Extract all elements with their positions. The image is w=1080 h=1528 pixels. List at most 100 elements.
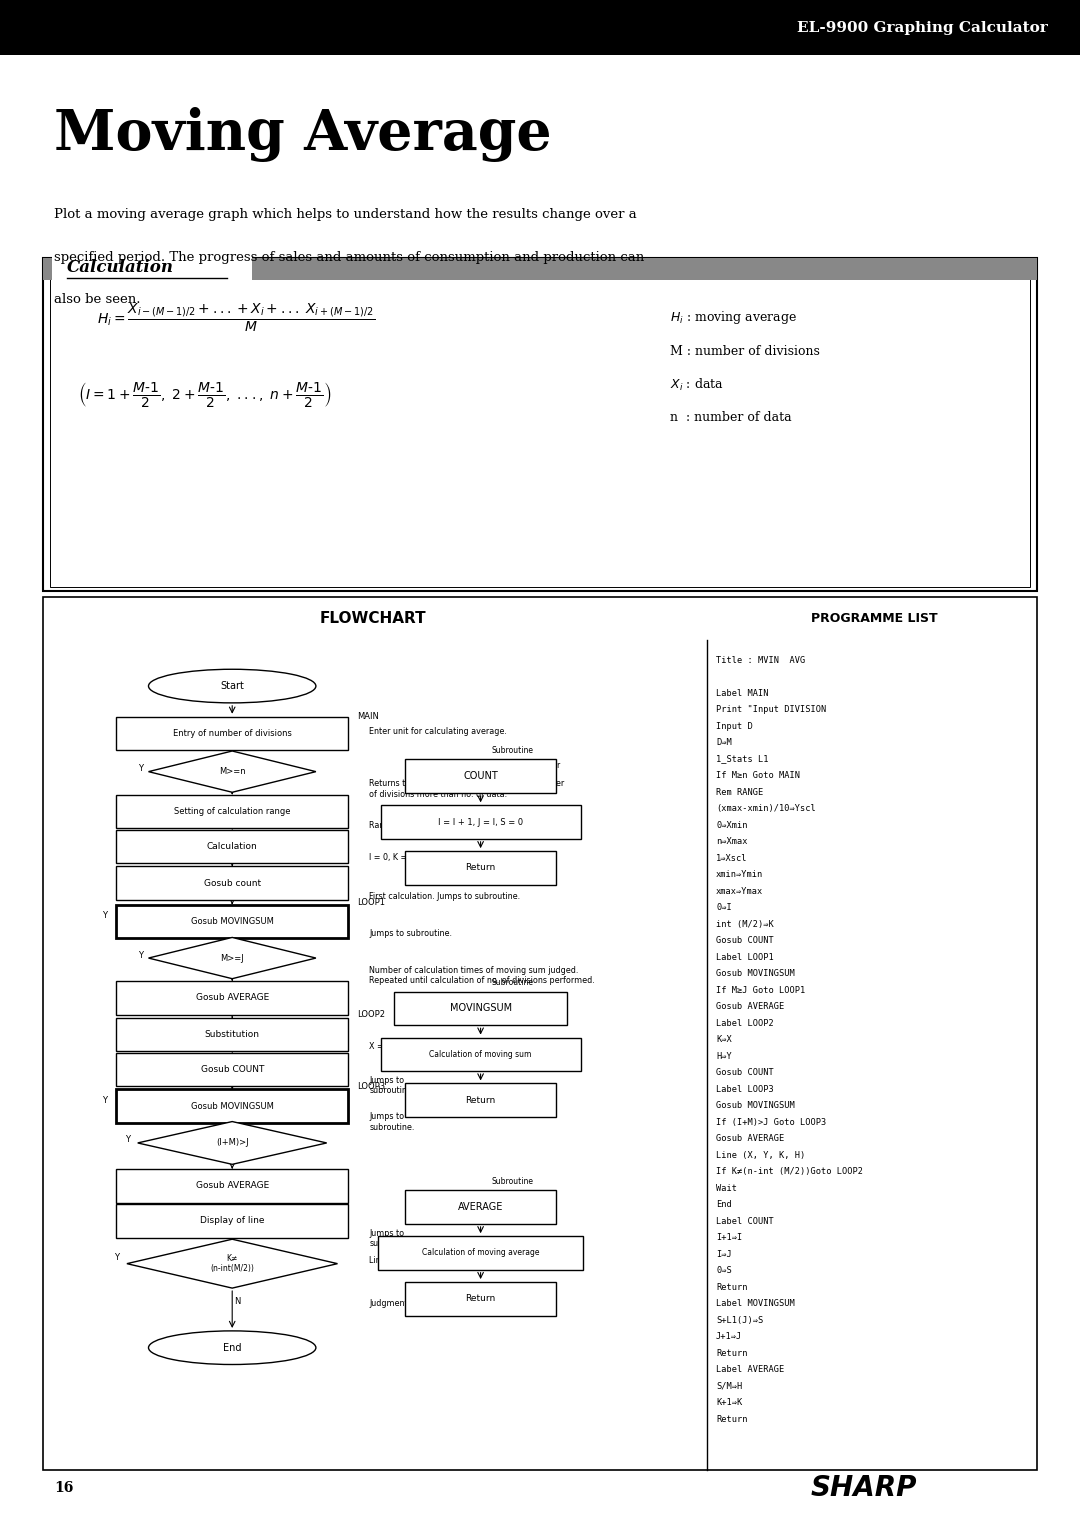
Text: LOOP2: LOOP2 [356, 1010, 384, 1019]
Text: Gosub MOVINGSUM: Gosub MOVINGSUM [716, 1102, 795, 1109]
FancyBboxPatch shape [405, 759, 556, 793]
Text: H⇒Y: H⇒Y [716, 1051, 732, 1060]
Text: Label LOOP3: Label LOOP3 [716, 1085, 773, 1094]
Text: $X_i$ : data: $X_i$ : data [670, 377, 724, 393]
Text: $H_i$ : moving average: $H_i$ : moving average [670, 309, 796, 327]
Text: K≠
(n-int(M/2)): K≠ (n-int(M/2)) [211, 1254, 254, 1273]
FancyBboxPatch shape [117, 905, 348, 938]
Text: n⇒Xmax: n⇒Xmax [716, 837, 747, 847]
FancyBboxPatch shape [713, 597, 1037, 640]
Text: LOOP1: LOOP1 [356, 898, 384, 908]
Text: J+1⇒J: J+1⇒J [716, 1332, 742, 1342]
FancyBboxPatch shape [405, 1083, 556, 1117]
Text: Enter unit for calculating average.: Enter unit for calculating average. [369, 727, 508, 736]
Text: Calculation of: Calculation of [491, 1192, 544, 1201]
Text: xmin⇒Ymin: xmin⇒Ymin [716, 869, 764, 879]
FancyBboxPatch shape [117, 795, 348, 828]
Text: 1_Stats L1: 1_Stats L1 [716, 755, 769, 764]
Polygon shape [138, 1122, 326, 1164]
Text: Substitution: Substitution [205, 1030, 259, 1039]
FancyBboxPatch shape [43, 597, 1037, 1470]
Text: Input D: Input D [716, 721, 753, 730]
Text: M>=J: M>=J [220, 953, 244, 963]
FancyBboxPatch shape [0, 0, 1080, 55]
Text: Entry of number of divisions: Entry of number of divisions [173, 729, 292, 738]
Text: SHARP: SHARP [811, 1475, 917, 1502]
FancyBboxPatch shape [117, 1018, 348, 1051]
FancyBboxPatch shape [117, 830, 348, 863]
Text: If K≠(n-int (M/2))Goto LOOP2: If K≠(n-int (M/2))Goto LOOP2 [716, 1167, 863, 1177]
Text: Label MAIN: Label MAIN [716, 689, 769, 697]
Text: Print "Input DIVISION: Print "Input DIVISION [716, 704, 826, 714]
Text: Gosub MOVINGSUM: Gosub MOVINGSUM [191, 1102, 273, 1111]
Text: Range for graph set.: Range for graph set. [369, 821, 453, 830]
Text: Subroutine: Subroutine [491, 746, 534, 755]
Text: Return: Return [716, 1282, 747, 1291]
Polygon shape [149, 938, 315, 979]
Text: Gosub COUNT: Gosub COUNT [201, 1065, 264, 1074]
Text: COUNT: COUNT [463, 772, 498, 781]
Text: Start: Start [220, 681, 244, 691]
Text: S+L1(J)⇒S: S+L1(J)⇒S [716, 1316, 764, 1325]
FancyBboxPatch shape [43, 597, 707, 640]
Text: Calculation of moving sum: Calculation of moving sum [430, 1050, 531, 1059]
Ellipse shape [149, 669, 315, 703]
FancyBboxPatch shape [117, 1089, 348, 1123]
Text: Y: Y [137, 764, 143, 773]
Text: I = I + 1, J = I, S = 0: I = I + 1, J = I, S = 0 [438, 817, 523, 827]
Text: Number of calculation times of moving sum judged.
Repeated until calculation of : Number of calculation times of moving su… [369, 966, 595, 986]
Text: (I+M)>J: (I+M)>J [216, 1138, 248, 1148]
Text: Calculation: Calculation [67, 258, 174, 277]
Text: Label MOVINGSUM: Label MOVINGSUM [716, 1299, 795, 1308]
Text: Y: Y [103, 911, 108, 920]
Text: Setting of calculation range: Setting of calculation range [174, 807, 291, 816]
Text: Label AVERAGE: Label AVERAGE [716, 1365, 784, 1374]
Text: Rem RANGE: Rem RANGE [716, 787, 764, 796]
FancyBboxPatch shape [117, 1204, 348, 1238]
Text: 0⇒Xmin: 0⇒Xmin [716, 821, 747, 830]
Text: FLOWCHART: FLOWCHART [320, 611, 426, 626]
FancyBboxPatch shape [405, 1282, 556, 1316]
Text: Setting of counter: Setting of counter [491, 761, 561, 770]
Text: Subroutine: Subroutine [491, 1177, 534, 1186]
Text: End: End [222, 1343, 242, 1352]
Text: Return: Return [465, 1294, 496, 1303]
Text: Gosub COUNT: Gosub COUNT [716, 1068, 773, 1077]
Text: D⇒M: D⇒M [716, 738, 732, 747]
Text: Calculation of: Calculation of [491, 993, 544, 1002]
Text: Return: Return [716, 1349, 747, 1357]
Text: N: N [234, 989, 241, 998]
Text: I+1⇒I: I+1⇒I [716, 1233, 742, 1242]
Text: Subroutine: Subroutine [491, 978, 534, 987]
Text: Line (X, Y, K, H): Line (X, Y, K, H) [716, 1151, 806, 1160]
Text: Gosub AVERAGE: Gosub AVERAGE [195, 993, 269, 1002]
Text: Display of line: Display of line [200, 1216, 265, 1225]
Text: K⇒X: K⇒X [716, 1034, 732, 1044]
Text: If M≥J Goto LOOP1: If M≥J Goto LOOP1 [716, 986, 806, 995]
Text: I⇒J: I⇒J [716, 1250, 732, 1259]
Text: MAIN: MAIN [356, 712, 379, 721]
Text: I = 0, K = int (M/2): I = 0, K = int (M/2) [369, 853, 444, 862]
Text: Moving Average: Moving Average [54, 107, 552, 162]
FancyBboxPatch shape [405, 1190, 556, 1224]
Text: N: N [234, 1174, 241, 1183]
Text: MOVINGSUM: MOVINGSUM [449, 1004, 512, 1013]
FancyBboxPatch shape [52, 249, 252, 289]
Text: also be seen.: also be seen. [54, 293, 140, 307]
Text: 1⇒Xscl: 1⇒Xscl [716, 854, 747, 862]
Text: X = K, Y = H: X = K, Y = H [369, 1042, 419, 1051]
FancyBboxPatch shape [381, 1038, 581, 1071]
Text: Gosub count: Gosub count [204, 879, 260, 888]
Text: Line displayed.: Line displayed. [369, 1256, 430, 1265]
Text: N: N [234, 1297, 241, 1306]
Text: Returns to entry of no. of divisions if the number
of divisions more than no. of: Returns to entry of no. of divisions if … [369, 779, 565, 799]
Text: Return: Return [716, 1415, 747, 1424]
FancyBboxPatch shape [381, 805, 581, 839]
Text: N: N [234, 802, 241, 811]
FancyBboxPatch shape [405, 851, 556, 885]
Text: $\left( I = 1 + \dfrac{M\text{-}1}{2},\ 2 + \dfrac{M\text{-}1}{2},\ ...,\ n + \d: $\left( I = 1 + \dfrac{M\text{-}1}{2},\ … [78, 380, 332, 408]
Text: Plot a moving average graph which helps to understand how the results change ove: Plot a moving average graph which helps … [54, 208, 637, 222]
Text: Gosub MOVINGSUM: Gosub MOVINGSUM [716, 969, 795, 978]
Text: average: average [491, 1206, 523, 1215]
Text: M>=n: M>=n [219, 767, 245, 776]
